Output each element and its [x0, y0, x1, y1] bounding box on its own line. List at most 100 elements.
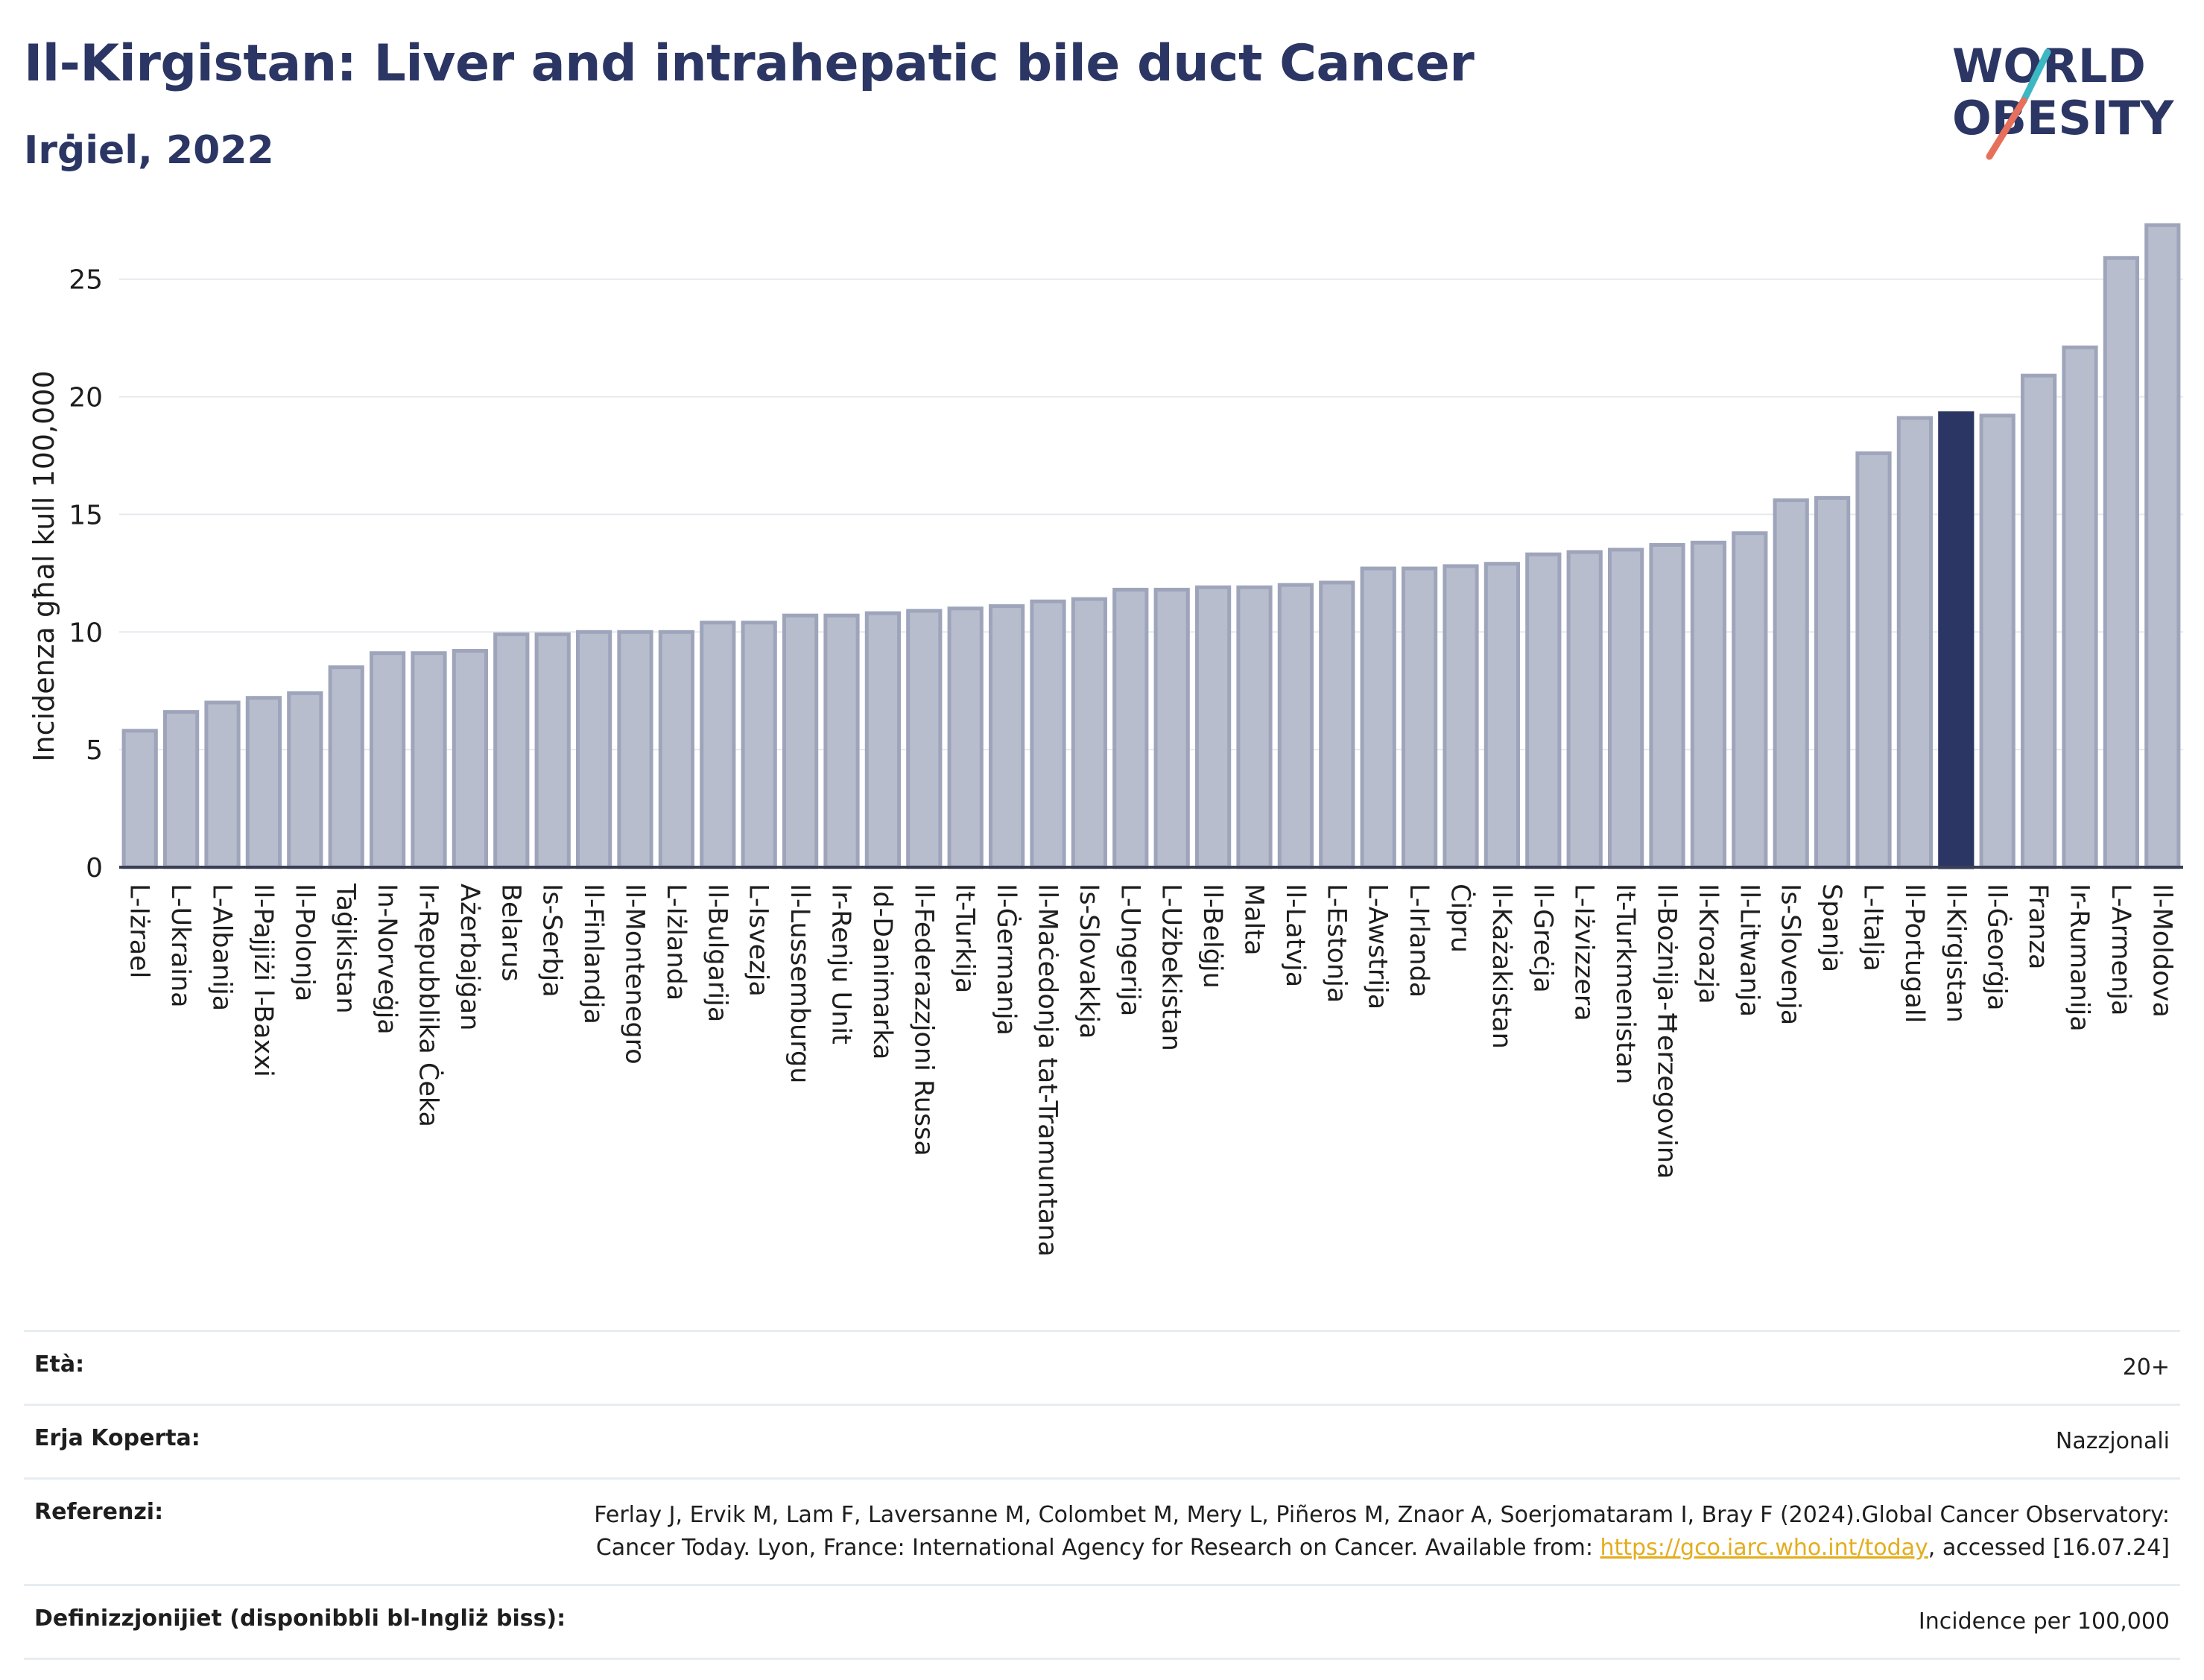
x-tick-label: Il-Litwanja [1734, 884, 1764, 1017]
x-tick-label: L-Awstrija [1363, 884, 1393, 1009]
bar [1773, 498, 1809, 869]
x-tick-label: It-Turkija [950, 884, 980, 993]
x-tick-label: Il-Portugall [1899, 884, 1929, 1023]
x-tick-label: Franza [2023, 884, 2053, 969]
bar [2144, 223, 2181, 869]
bar [947, 606, 984, 869]
info-table: Età: 20+ Erja Koperta: Nazzjonali Refere… [24, 1330, 2180, 1660]
bar [906, 609, 943, 869]
axes: 0 5 10 15 20 25 L-Iżrael L-Ukraina L-Albanija Il-… [69, 265, 2183, 1257]
definitions-label: Definizzjonijiet (disponibbli bl-Ingliż … [34, 1605, 566, 1632]
x-tick-label: Il-Lussemburgu [785, 884, 814, 1083]
x-tick-label: Il-Polonja [289, 884, 319, 1001]
world-obesity-logo: WORLD OBESITY [1952, 39, 2174, 160]
logo-slash-teal [2020, 48, 2051, 104]
x-tick-label: Il-Greċja [1527, 884, 1557, 993]
bar [1566, 550, 1603, 869]
x-tick-label: Il-Moldova [2147, 884, 2176, 1018]
bar [1896, 416, 1934, 869]
bar-chart: 0 5 10 15 20 25 L-Iżrael L-Ukraina L-Albanija Il-… [0, 194, 2204, 1334]
bar [1938, 411, 1975, 869]
bar [1443, 564, 1479, 869]
bars [121, 223, 2181, 869]
bar [1649, 542, 1685, 869]
bar [782, 613, 819, 869]
coverage-label: Erja Koperta: [34, 1425, 200, 1451]
x-tick-label: Il-Latvja [1280, 884, 1310, 987]
x-tick-label: L-Ukraina [165, 884, 195, 1008]
x-tick-label: In-Norveġja [372, 884, 402, 1035]
x-tick-label: Is-Slovakkja [1074, 884, 1103, 1039]
bar [1690, 540, 1727, 869]
bar [204, 700, 241, 869]
bar [1071, 597, 1108, 869]
bar [1979, 413, 2015, 869]
bar [1194, 585, 1232, 869]
x-tick-label: Il-Belġju [1197, 884, 1227, 989]
x-tick-label: Il-Kirgistan [1940, 884, 1970, 1023]
logo-line-2: OBESITY [1952, 91, 2174, 145]
x-tick-label: Il-Kroazja [1693, 884, 1723, 1004]
x-tick-label: L-Albanija [207, 884, 237, 1011]
references-text: Ferlay J, Ervik M, Lam F, Laversanne M, … [594, 1502, 2170, 1561]
bar [741, 621, 777, 869]
y-tick-label: 15 [69, 500, 103, 530]
x-tick-label: Il-Maċedonja tat-Tramuntana [1033, 884, 1063, 1257]
age-value: 20+ [2122, 1354, 2170, 1381]
bar [369, 651, 406, 869]
bar [1401, 566, 1438, 869]
x-tick-label: Is-Slovenja [1776, 884, 1805, 1025]
bar [2103, 256, 2140, 869]
x-tick-label: Il-Ġermanja [991, 884, 1022, 1036]
bar [1607, 548, 1644, 869]
bar [1525, 552, 1562, 869]
bar [700, 621, 736, 869]
x-tick-label: It-Turkmenistan [1610, 884, 1640, 1085]
x-tick-label: Il-Finlandja [578, 884, 608, 1024]
y-tick-label: 5 [86, 735, 103, 766]
info-row-age: Età: 20+ [24, 1330, 2180, 1404]
bar [1277, 583, 1314, 869]
bar [988, 604, 1025, 869]
x-tick-label: L-Italja [1858, 884, 1888, 971]
chart-title: Il-Kirgistan: Liver and intrahepatic bil… [24, 34, 1475, 93]
x-tick-label: Il-Ġeorġja [1982, 884, 2013, 1011]
y-tick-label: 10 [69, 618, 103, 648]
x-tick-label: Il-Pajjiżi l-Baxxi [248, 884, 278, 1077]
bar [1855, 451, 1892, 869]
bar-chart-svg: 0 5 10 15 20 25 L-Iżrael L-Ukraina L-Albanija Il-… [28, 223, 2183, 1257]
x-tick-label: Ir-Repubblika Ċeka [414, 884, 445, 1127]
x-tick-label: Il-Montenegro [620, 884, 650, 1065]
bar [1483, 562, 1521, 869]
x-tick-label: L-Iżvizzera [1569, 884, 1599, 1021]
bar [121, 729, 158, 869]
y-tick-label: 20 [69, 383, 103, 413]
references-link[interactable]: https://gco.iarc.who.int/today [1600, 1535, 1928, 1561]
x-tick-label: Malta [1239, 884, 1269, 956]
bar [452, 649, 489, 869]
x-tick-label: L-Isvezja [744, 884, 773, 997]
x-tick-label: L-Estonja [1321, 884, 1351, 1003]
info-row-coverage: Erja Koperta: Nazzjonali [24, 1404, 2180, 1477]
references-value: Ferlay J, Ervik M, Lam F, Laversanne M, … [531, 1499, 2170, 1565]
bar [411, 651, 447, 869]
bar [2062, 345, 2098, 869]
bar [162, 710, 200, 869]
logo-line-1: WORLD [1952, 39, 2146, 93]
coverage-value: Nazzjonali [2055, 1428, 2170, 1454]
y-axis-label: Incidenza għal kull 100,000 [28, 370, 60, 761]
x-tick-label: L-Użbekistan [1156, 884, 1186, 1051]
bar [287, 691, 323, 869]
x-tick-label: Ir-Renju Unit [826, 884, 856, 1045]
x-tick-label: Ażerbajġan [455, 884, 484, 1030]
bar [1030, 599, 1066, 869]
x-tick-label: Il-Każakistan [1486, 884, 1516, 1049]
bar [2020, 373, 2057, 869]
x-tick-label: L-Armenja [2106, 884, 2135, 1015]
bar [658, 630, 695, 869]
x-tick-label: L-Iżlanda [661, 884, 691, 1001]
x-tick-label: Ir-Rumanija [2065, 884, 2094, 1032]
x-tick-label: Spanja [1817, 884, 1846, 972]
age-label: Età: [34, 1351, 85, 1378]
definitions-value: Incidence per 100,000 [1918, 1608, 2170, 1635]
